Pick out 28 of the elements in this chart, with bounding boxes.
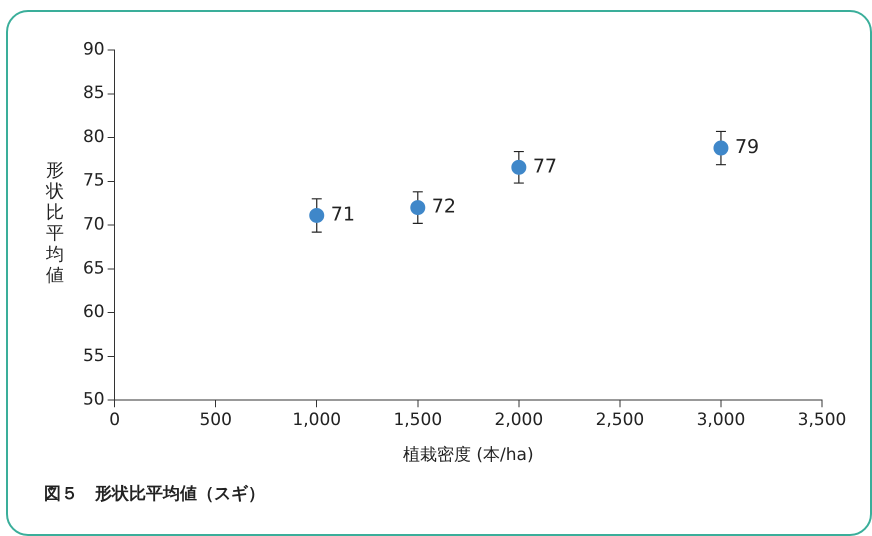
x-tick-label: 1,000 — [292, 410, 342, 430]
x-tick-label: 500 — [199, 410, 232, 430]
x-axis-title: 植栽密度 (本/ha) — [403, 445, 534, 466]
point — [713, 140, 728, 156]
x-tick-label: 1,500 — [393, 410, 442, 430]
data-label: 77 — [532, 155, 558, 178]
data-label: 79 — [734, 136, 760, 158]
point — [410, 200, 426, 216]
y-tick-label: 80 — [82, 126, 105, 147]
y-tick-label: 55 — [82, 346, 105, 366]
x-tick-label: 0 — [109, 410, 120, 430]
y-tick-label: 60 — [82, 302, 105, 322]
x-tick-label: 2,500 — [596, 410, 644, 430]
data-label: 72 — [432, 196, 456, 218]
y-axis-title: 形状比平均値 — [46, 160, 65, 286]
y-tick-label: 85 — [82, 83, 105, 104]
caption: 図５ 形状比平均値（スギ） — [44, 483, 265, 505]
data-label: 71 — [330, 203, 355, 226]
y-tick-label: 50 — [82, 390, 105, 410]
point — [511, 160, 526, 175]
y-tick-label: 90 — [82, 39, 105, 60]
y-tick-label: 75 — [82, 170, 105, 191]
point — [309, 208, 324, 223]
x-tick-label: 3,500 — [798, 410, 846, 430]
y-tick-label: 65 — [82, 258, 105, 278]
y-tick-label: 70 — [82, 214, 105, 235]
x-tick-label: 2,000 — [494, 410, 544, 430]
x-tick-label: 3,000 — [696, 410, 746, 430]
